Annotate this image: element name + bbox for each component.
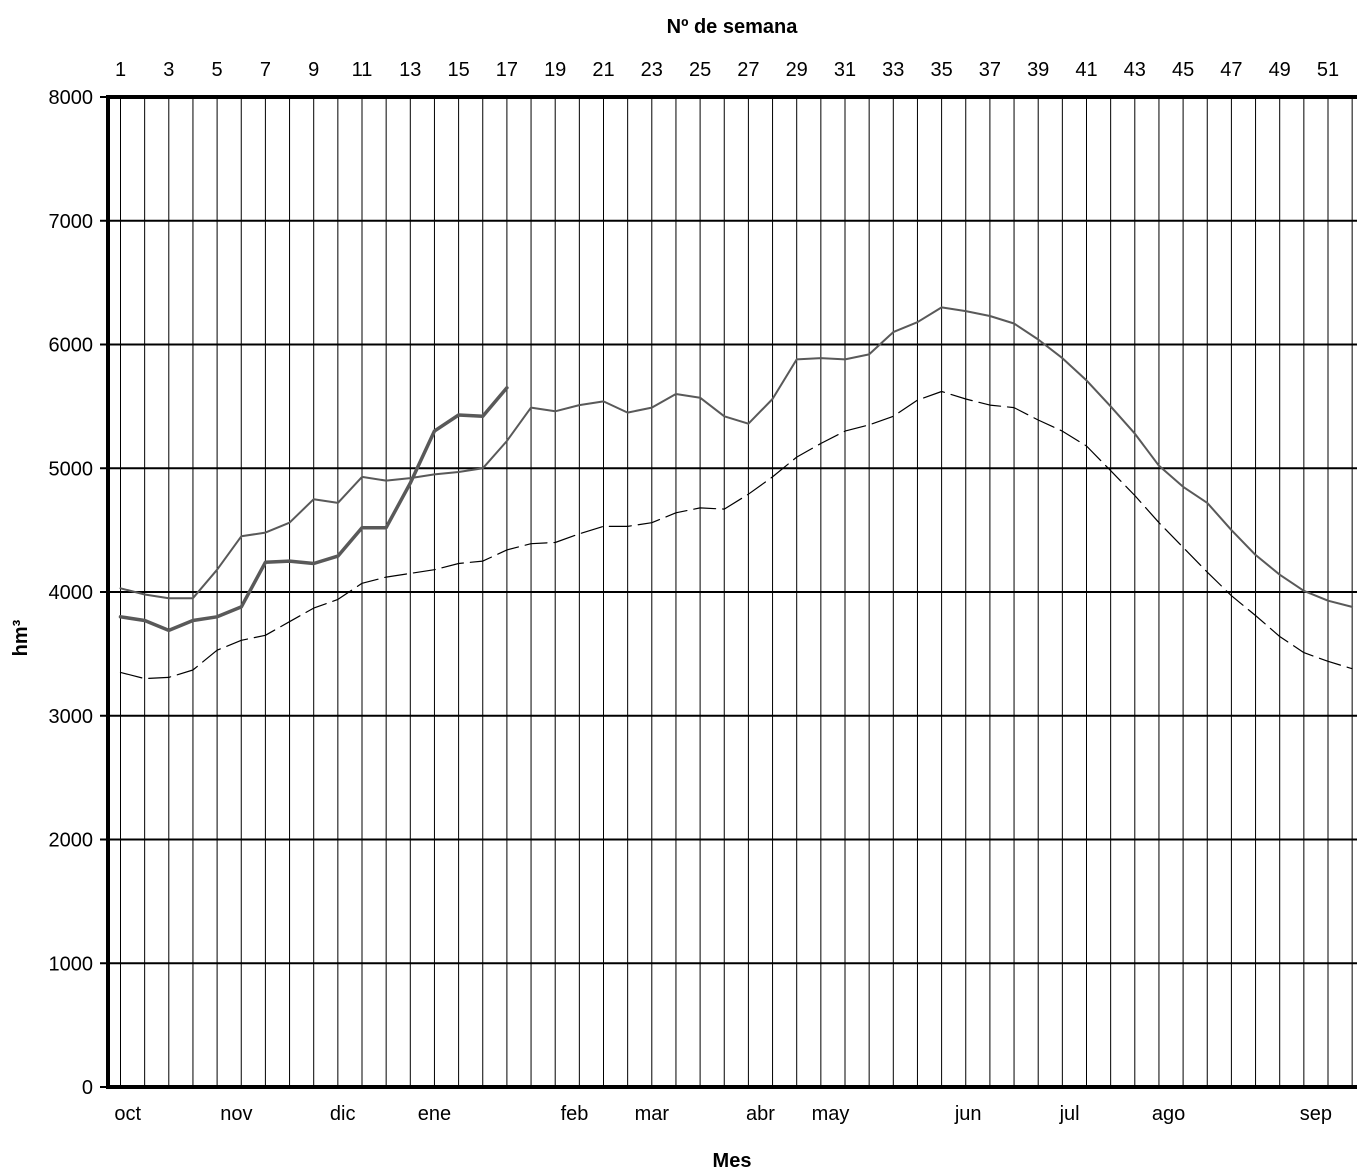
week-tick-label-1: 1 (115, 59, 126, 81)
week-tick-label-13: 13 (399, 59, 421, 81)
x-axis-title: Mes (713, 1150, 752, 1172)
horizontal-gridlines (108, 219, 1357, 965)
y-axis-title: hm³ (10, 619, 32, 656)
y-tick-label-1000: 1000 (49, 953, 94, 975)
week-tick-label-27: 27 (737, 59, 759, 81)
week-tick-label-43: 43 (1124, 59, 1146, 81)
week-tick-labels: 1 3 5 7 9 11 13 15 17 19 21 23 25 27 29 31 33 35 37 39 41 43 4… (115, 59, 1339, 81)
week-tick-label-17: 17 (496, 59, 518, 81)
y-tick-label-3000: 3000 (49, 706, 94, 728)
month-labels: oct nov dic ene feb mar abr may jun jul ago sep (114, 1103, 1332, 1125)
series-line-thick (118, 386, 509, 633)
series-line-thin (119, 306, 1354, 608)
week-tick-label-3: 3 (163, 59, 174, 81)
week-tick-label-35: 35 (930, 59, 952, 81)
top-axis-title: Nº de semana (667, 16, 799, 38)
y-tick-label-2000: 2000 (49, 830, 94, 852)
week-tick-label-49: 49 (1269, 59, 1291, 81)
month-label-jun: jun (954, 1103, 982, 1125)
y-tick-label-7000: 7000 (49, 211, 94, 233)
month-label-ene: ene (418, 1103, 451, 1125)
week-tick-label-31: 31 (834, 59, 856, 81)
month-label-nov: nov (220, 1103, 252, 1125)
month-label-may: may (812, 1103, 850, 1125)
week-tick-label-45: 45 (1172, 59, 1194, 81)
month-label-mar: mar (635, 1103, 670, 1125)
week-tick-label-51: 51 (1317, 59, 1339, 81)
week-tick-label-33: 33 (882, 59, 904, 81)
series-layer (118, 306, 1354, 680)
week-tick-label-25: 25 (689, 59, 711, 81)
week-tick-label-7: 7 (260, 59, 271, 81)
week-tick-label-47: 47 (1220, 59, 1242, 81)
week-tick-label-5: 5 (212, 59, 223, 81)
y-tick-label-0: 0 (82, 1077, 93, 1099)
y-tick-labels: 0 1000 2000 3000 4000 5000 6000 7000 8000 (49, 87, 108, 1099)
month-label-ago: ago (1152, 1103, 1185, 1125)
y-tick-label-8000: 8000 (49, 87, 94, 109)
week-tick-label-37: 37 (979, 59, 1001, 81)
y-tick-label-4000: 4000 (49, 582, 94, 604)
week-tick-label-11: 11 (352, 59, 373, 81)
week-tick-label-39: 39 (1027, 59, 1049, 81)
month-label-jul: jul (1059, 1103, 1080, 1125)
week-tick-label-21: 21 (592, 59, 614, 81)
month-label-sep: sep (1300, 1103, 1332, 1125)
month-label-feb: feb (561, 1103, 589, 1125)
month-label-dic: dic (330, 1103, 356, 1125)
week-tick-label-19: 19 (544, 59, 566, 81)
week-tick-label-41: 41 (1075, 59, 1097, 81)
y-tick-label-5000: 5000 (49, 458, 94, 480)
y-tick-label-6000: 6000 (49, 335, 94, 357)
week-tick-label-23: 23 (641, 59, 663, 81)
week-tick-label-15: 15 (447, 59, 469, 81)
month-label-oct: oct (114, 1103, 141, 1125)
week-tick-label-29: 29 (786, 59, 808, 81)
series-line-dashed (119, 390, 1353, 680)
month-label-abr: abr (746, 1103, 775, 1125)
week-tick-label-9: 9 (308, 59, 319, 81)
